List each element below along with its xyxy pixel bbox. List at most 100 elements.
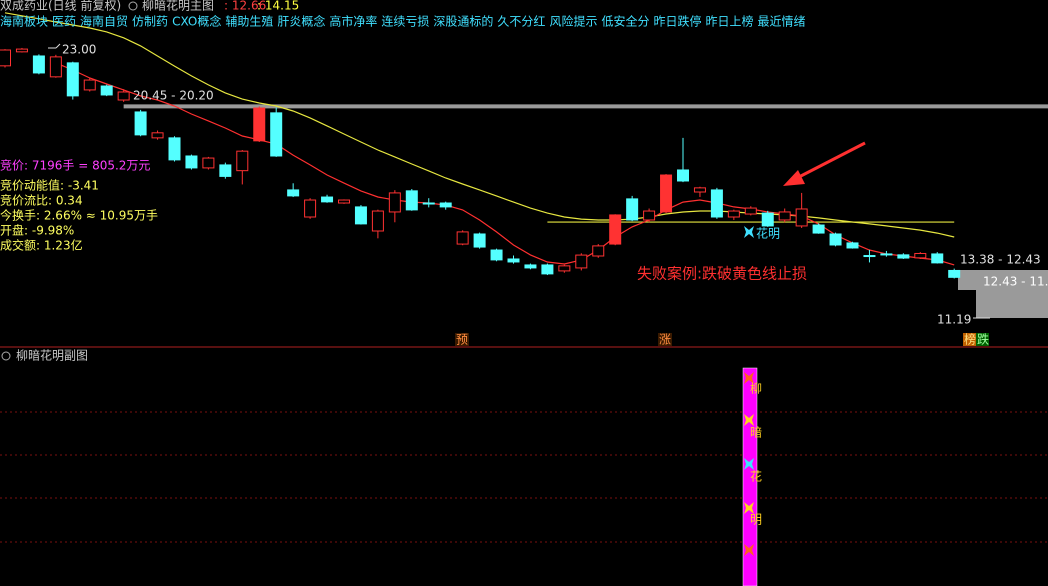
stock-tag: 医药 — [52, 15, 76, 29]
stock-tag: 海南板块 — [0, 14, 48, 29]
candle-body — [863, 255, 876, 258]
bottom-mark: 跌 — [977, 332, 989, 347]
candle-body — [761, 212, 774, 227]
candle-body — [846, 242, 859, 249]
stock-tag: CXO概念 — [172, 14, 221, 29]
butterfly-icon — [744, 458, 754, 470]
candle-body — [151, 132, 164, 139]
signal-char: 柳 — [750, 382, 762, 396]
bottom-mark: 榜 — [964, 332, 976, 347]
stock-tag: 久不分红 — [497, 14, 545, 29]
candle-body — [609, 214, 622, 245]
candle-body — [693, 187, 706, 193]
price-label: 13.38 - 12.43 — [960, 253, 1041, 267]
candle-body — [727, 210, 740, 218]
bottom-mark: 预 — [456, 333, 468, 347]
price-label: 20.45 - 20.20 — [133, 89, 214, 103]
candle-body — [660, 174, 673, 213]
candle-body — [643, 210, 656, 221]
candle-body — [321, 196, 334, 203]
candle-body — [185, 155, 198, 169]
indicator-value: : 14.15 — [257, 0, 299, 13]
candle-body — [507, 258, 520, 263]
candle-body — [253, 107, 266, 142]
stock-tag: 昨日上榜 — [705, 14, 753, 29]
bottom-mark: 涨 — [659, 332, 671, 347]
stock-tag: 连续亏损 — [381, 14, 429, 29]
candle-body — [626, 198, 639, 221]
candle-body — [83, 79, 96, 91]
butterfly-icon — [744, 372, 754, 384]
menu-icon[interactable] — [128, 1, 138, 11]
info-line: 成交额: 1.23亿 — [0, 238, 83, 253]
candle-body — [371, 210, 384, 232]
candle-body — [134, 111, 147, 136]
candle-body — [66, 62, 79, 97]
price-pointer — [55, 43, 61, 49]
menu-icon[interactable] — [1, 351, 11, 361]
signal-char: 花 — [750, 469, 762, 484]
candle-body — [287, 189, 300, 197]
butterfly-icon — [744, 502, 754, 514]
candle-body — [49, 56, 62, 78]
butterflies — [744, 226, 754, 556]
stock-tag: 最近情绪 — [758, 15, 806, 29]
stock-tag: 高市净率 — [329, 14, 377, 29]
price-label: 12.43 - 11.19 — [983, 275, 1048, 289]
candle-body — [914, 252, 927, 259]
candle-body — [558, 265, 571, 272]
info-line: 今换手: 2.66% ≈ 10.95万手 — [0, 208, 158, 223]
zone-box — [958, 270, 1048, 290]
candle-body — [473, 233, 486, 248]
mark-badge — [976, 333, 989, 346]
candle-body — [490, 249, 503, 261]
butterfly-icon — [744, 226, 754, 238]
candle-body — [456, 231, 469, 245]
candle-body — [202, 157, 215, 169]
stock-tag: 风险提示 — [549, 14, 597, 29]
candle-body — [778, 211, 791, 221]
mark-badge — [963, 333, 976, 346]
candle-body — [270, 112, 283, 157]
candle-body — [168, 137, 181, 161]
annotation: 失败案例:跌破黄色线止损 — [637, 265, 807, 283]
signal-marker: 花明 — [756, 226, 780, 241]
butterfly-icon — [744, 414, 754, 426]
candle-body — [829, 233, 842, 246]
candle-body — [948, 269, 961, 278]
stock-tag: 辅助生殖 — [225, 14, 273, 29]
candle-body — [541, 264, 554, 275]
signal-char: 暗 — [750, 425, 762, 440]
info-line: 竞价: 7196手 = 805.2万元 — [0, 159, 150, 173]
candle-body — [710, 189, 723, 218]
candle-body — [677, 169, 689, 182]
mark-badge — [658, 333, 672, 346]
stock-tag: 深股通标的 — [433, 14, 493, 29]
candle-body — [439, 202, 452, 208]
candle-body — [0, 49, 11, 67]
stock-tag: 低安全分 — [601, 14, 649, 29]
stock-tag: 海南自贸 — [80, 14, 128, 29]
candle-body — [354, 206, 367, 225]
info-line: 竞价动能值: -3.41 — [0, 178, 99, 193]
stock-tag: 仿制药 — [132, 15, 168, 29]
indicator-name: 柳暗花明主图 — [142, 0, 214, 13]
candle-body — [592, 245, 605, 257]
candle-body — [575, 254, 588, 269]
candle-body — [405, 190, 418, 211]
info-line: 开盘: -9.98% — [0, 223, 74, 238]
candle-body — [880, 253, 893, 256]
candle-body — [32, 55, 45, 74]
candle-body — [524, 264, 537, 269]
candle-body — [304, 199, 317, 218]
stock-tag: 昨日跌停 — [653, 14, 701, 29]
stock-tag: 肝炎概念 — [277, 14, 325, 29]
mark-badge — [455, 333, 469, 346]
butterfly-icon — [744, 544, 754, 556]
candle-body — [795, 208, 808, 227]
candle-body — [422, 202, 435, 205]
annotation-arrow — [794, 141, 866, 181]
candle-body — [219, 164, 232, 177]
plot-area — [0, 12, 1048, 279]
